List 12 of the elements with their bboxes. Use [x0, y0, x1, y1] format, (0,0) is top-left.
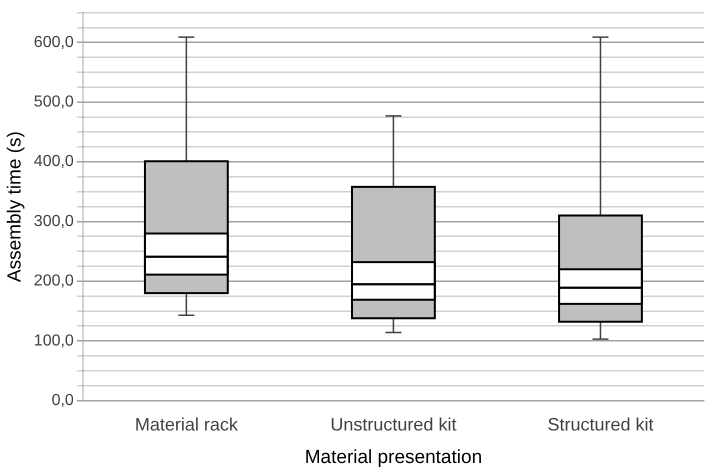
y-tick-label: 300,0 — [34, 212, 74, 230]
y-tick-label: 100,0 — [34, 332, 74, 350]
y-tick-label: 400,0 — [34, 153, 74, 170]
x-tick-label: Structured kit — [547, 414, 654, 434]
y-tick-label: 200,0 — [34, 272, 74, 290]
y-tick-label: 0,0 — [52, 392, 74, 410]
y-tick-label: 500,0 — [34, 94, 74, 111]
x-tick-label: Material rack — [134, 414, 239, 434]
x-tick-label: Unstructured kit — [330, 414, 456, 434]
y-axis-title: Assembly time (s) — [4, 131, 26, 282]
y-tick-label: 600,0 — [34, 34, 74, 51]
x-axis-title: Material presentation — [304, 446, 482, 468]
